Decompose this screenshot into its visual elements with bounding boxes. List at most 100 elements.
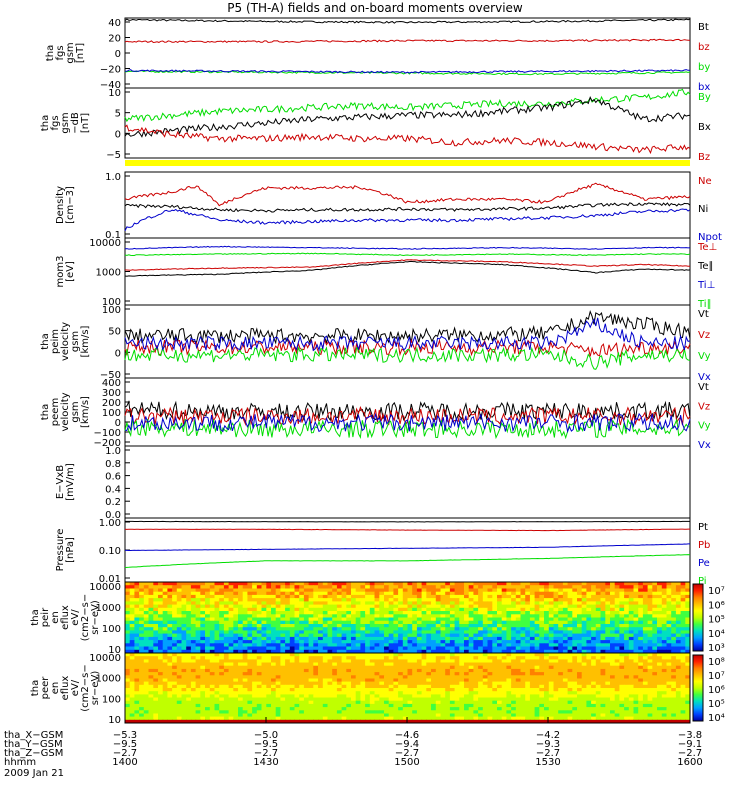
heatmap-cell — [591, 703, 597, 708]
heatmap-cell — [303, 681, 310, 686]
heatmap-cell — [280, 617, 286, 622]
heatmap-cell — [666, 684, 672, 689]
heatmap-cell — [624, 653, 630, 657]
heatmap-cell — [327, 636, 333, 641]
heatmap-cell — [351, 624, 357, 628]
heatmap-cell — [393, 636, 399, 641]
heatmap-cell — [558, 624, 564, 628]
heatmap-cell — [454, 582, 460, 586]
heatmap-cell — [379, 624, 385, 628]
heatmap-cell — [628, 643, 634, 647]
heatmap-cell — [280, 604, 286, 609]
heatmap-cell — [642, 636, 649, 641]
heatmap-cell — [139, 665, 145, 670]
heatmap-cell — [228, 653, 234, 657]
heatmap-cell — [464, 691, 470, 695]
heatmap-cell — [289, 633, 295, 638]
heatmap-cell — [642, 697, 649, 702]
heatmap-cell — [412, 591, 418, 596]
heatmap-cell — [275, 585, 281, 589]
heatmap-cell — [586, 627, 592, 631]
heatmap-cell — [407, 594, 413, 599]
heatmap-cell — [139, 707, 145, 711]
heatmap-cell — [431, 665, 437, 670]
heatmap-cell — [633, 640, 639, 644]
heatmap-cell — [642, 611, 649, 615]
heatmap-cell — [511, 703, 517, 708]
heatmap-cell — [440, 681, 446, 686]
heatmap-cell — [388, 620, 394, 625]
heatmap-cell — [318, 653, 324, 657]
heatmap-cell — [351, 633, 357, 638]
heatmap-cell — [219, 678, 225, 683]
heatmap-cell — [318, 665, 324, 670]
heatmap-cell — [256, 681, 262, 686]
heatmap-cell — [341, 646, 347, 651]
heatmap-cell — [435, 653, 441, 657]
heatmap-cell — [506, 649, 512, 654]
heatmap-cell — [642, 591, 649, 596]
heatmap-cell — [610, 672, 616, 676]
heatmap-cell — [379, 691, 385, 695]
heatmap-cell — [280, 700, 286, 705]
ytick-label: 0.0 — [105, 510, 121, 521]
heatmap-cell — [562, 588, 569, 593]
heatmap-cell — [506, 620, 512, 625]
heatmap-cell — [355, 675, 361, 679]
heatmap-cell — [435, 585, 441, 589]
heatmap-cell — [511, 588, 517, 593]
heatmap-cell — [336, 585, 343, 589]
heatmap-cell — [685, 646, 691, 651]
heatmap-cell — [638, 640, 644, 644]
heatmap-cell — [624, 707, 630, 711]
heatmap-cell — [336, 630, 343, 635]
heatmap-cell — [384, 582, 390, 586]
heatmap-cell — [233, 675, 239, 679]
ytick-label: 1.0 — [105, 172, 121, 183]
panel-ylabel: thapeimvelocitygsm[km/s] — [40, 322, 91, 361]
heatmap-cell — [374, 598, 380, 602]
heatmap-cell — [619, 640, 625, 644]
heatmap-cell — [473, 601, 479, 606]
heatmap-cell — [459, 598, 465, 602]
heatmap-cell — [134, 604, 140, 609]
heatmap-cell — [619, 675, 625, 679]
heatmap-cell — [393, 697, 399, 702]
heatmap-cell — [671, 585, 677, 589]
heatmap-cell — [393, 659, 399, 664]
heatmap-cell — [581, 694, 587, 699]
heatmap-cell — [412, 668, 418, 673]
heatmap-cell — [642, 662, 649, 667]
heatmap-cell — [497, 643, 503, 647]
heatmap-cell — [506, 684, 512, 689]
heatmap-cell — [139, 643, 145, 647]
heatmap-cell — [181, 611, 187, 615]
heatmap-cell — [134, 656, 140, 660]
heatmap-cell — [195, 617, 201, 622]
heatmap-cell — [125, 646, 131, 651]
heatmap-cell — [303, 659, 310, 664]
heatmap-cell — [402, 684, 408, 689]
heatmap-cell — [657, 636, 663, 641]
heatmap-cell — [247, 684, 253, 689]
series-line-Ti∥ — [124, 252, 691, 257]
heatmap-cell — [336, 591, 343, 596]
heatmap-cell — [181, 659, 187, 664]
heatmap-cell — [534, 646, 540, 651]
heatmap-cell — [539, 707, 545, 711]
heatmap-cell — [303, 611, 310, 615]
heatmap-cell — [501, 697, 507, 702]
heatmap-cell — [416, 665, 423, 670]
heatmap-cell — [369, 668, 375, 673]
heatmap-cell — [454, 643, 460, 647]
heatmap-cell — [642, 614, 649, 618]
heatmap-cell — [511, 684, 517, 689]
heatmap-cell — [158, 588, 164, 593]
heatmap-cell — [162, 604, 168, 609]
heatmap-cell — [242, 681, 248, 686]
heatmap-cell — [459, 691, 465, 695]
heatmap-cell — [468, 653, 474, 657]
heatmap-cell — [487, 620, 493, 625]
heatmap-cell — [407, 617, 413, 622]
heatmap-cell — [459, 665, 465, 670]
